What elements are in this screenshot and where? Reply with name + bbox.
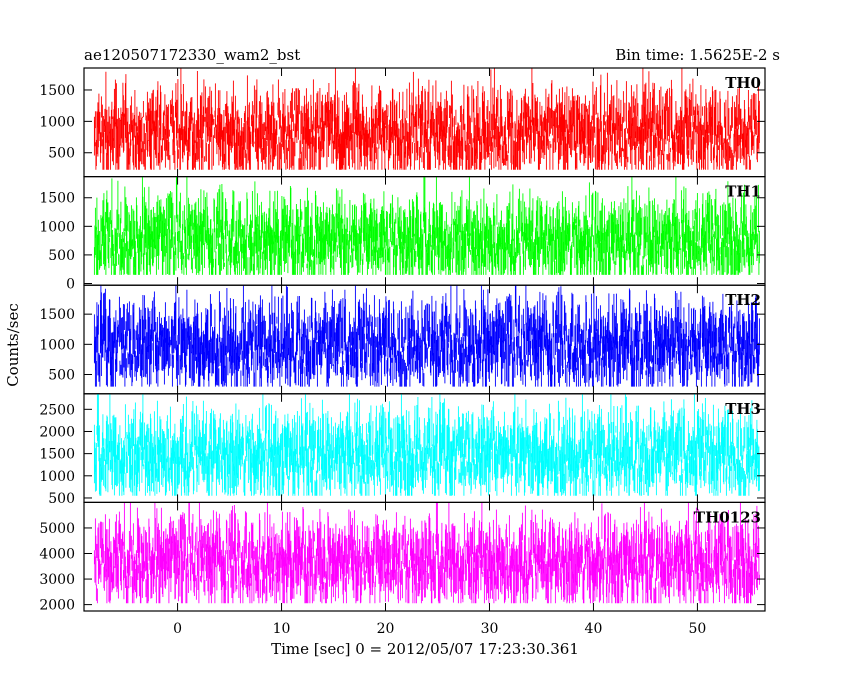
panel-name-label: TH2: [725, 291, 761, 309]
x-tick-label: 50: [689, 621, 707, 637]
y-tick-label: 1500: [39, 447, 75, 463]
panel-name-label: TH1: [725, 183, 761, 201]
y-tick-label: 2000: [39, 424, 75, 440]
y-tick-label: 1500: [39, 83, 75, 99]
panel-name-label: TH3: [725, 400, 761, 418]
panels-group: 500 1000 1500 TH0 0 500 1000 1500 TH1 500 1000 1500…: [39, 67, 766, 614]
y-tick-label: 500: [48, 491, 75, 507]
y-tick-label: 500: [48, 367, 75, 383]
panel-frame: [83, 501, 766, 612]
x-tick-label: 10: [273, 621, 291, 637]
panel-th3: 500 1000 1500 2000 2500 TH3: [39, 393, 766, 507]
x-axis: 0 10 20 30 40 50: [173, 621, 706, 637]
y-tick-label: 2000: [39, 598, 75, 614]
series-trace-th0123: [93, 502, 760, 604]
series-trace-th2: [93, 285, 760, 387]
y-axis-label: Counts/sec: [4, 303, 22, 387]
y-tick-label: 1000: [39, 337, 75, 353]
x-axis-label: Time [sec] 0 = 2012/05/07 17:23:30.361: [271, 640, 579, 658]
y-tick-label: 500: [48, 146, 75, 162]
y-tick-label: 1500: [39, 191, 75, 207]
y-tick-label: 3000: [39, 572, 75, 588]
panel-th2: 500 1000 1500 TH2: [39, 284, 766, 395]
panel-th1: 0 500 1000 1500 TH1: [39, 176, 766, 292]
panel-th0123: 2000 3000 4000 5000 TH0123: [39, 501, 766, 614]
y-tick-label: 1000: [39, 114, 75, 130]
x-tick-label: 0: [173, 621, 182, 637]
y-tick-label: 500: [48, 248, 75, 264]
panel-name-label: TH0123: [694, 508, 761, 526]
y-tick-label: 1500: [39, 307, 75, 323]
y-tick-label: 0: [66, 276, 75, 292]
x-tick-label: 40: [585, 621, 603, 637]
y-tick-label: 1000: [39, 219, 75, 235]
series-trace-th1: [93, 176, 760, 275]
panel-name-label: TH0: [725, 74, 761, 92]
chart-title-right: Bin time: 1.5625E-2 s: [615, 46, 780, 64]
series-trace-th0: [93, 68, 760, 170]
x-tick-label: 20: [377, 621, 395, 637]
y-tick-label: 4000: [39, 547, 75, 563]
series-trace-th3: [93, 393, 760, 496]
panel-th0: 500 1000 1500 TH0: [39, 67, 766, 178]
y-tick-label: 2500: [39, 402, 75, 418]
x-tick-label: 30: [481, 621, 499, 637]
y-tick-label: 1000: [39, 469, 75, 485]
chart-title-left: ae120507172330_wam2_bst: [84, 46, 300, 64]
y-tick-label: 5000: [39, 521, 75, 537]
